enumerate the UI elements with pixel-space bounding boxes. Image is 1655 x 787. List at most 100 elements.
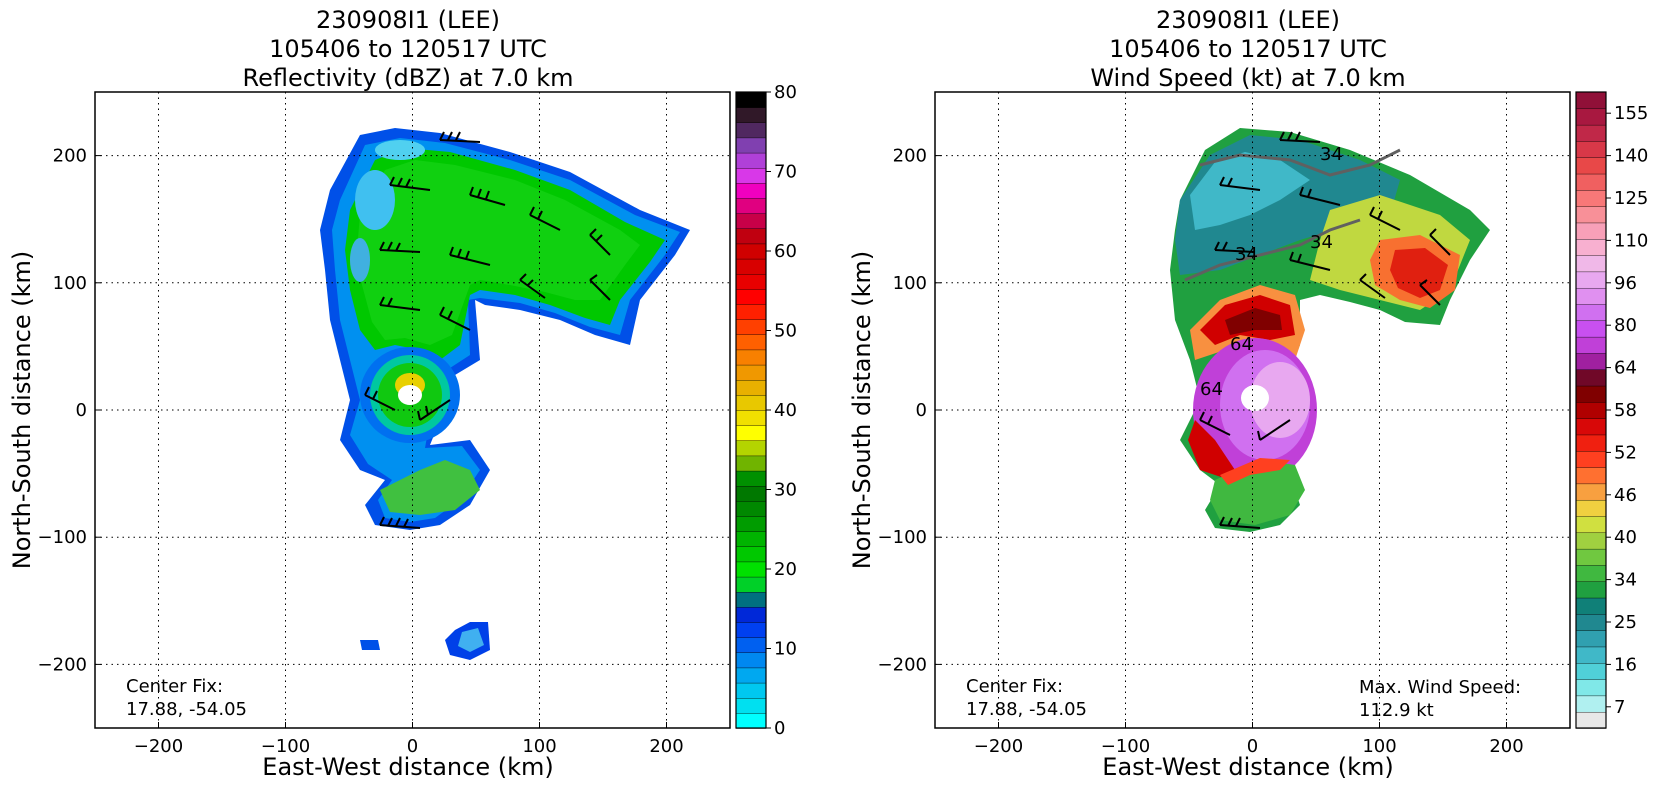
- colorbar-swatch: [735, 712, 767, 729]
- colorbar-tick-label: 0: [774, 718, 785, 739]
- colorbar-swatch: [1575, 287, 1607, 305]
- colorbar-swatch: [735, 364, 767, 381]
- x-tick-label: 0: [407, 736, 418, 757]
- max-wind-speed-value: 112.9 kt: [1359, 700, 1434, 721]
- x-tick-label: 0: [1247, 736, 1258, 757]
- left-reflectivity-field: [320, 128, 690, 660]
- right-wind-speed-field: [1170, 128, 1490, 532]
- y-tick-label: 100: [53, 273, 87, 294]
- y-tick-label: 200: [53, 146, 87, 167]
- colorbar-swatch: [735, 212, 767, 229]
- x-tick-label: −200: [134, 736, 183, 757]
- colorbar-tick-label: 70: [774, 162, 797, 183]
- right-center-fix-value: 17.88, -54.05: [966, 699, 1087, 720]
- colorbar-swatch: [735, 394, 767, 411]
- colorbar-swatch: [735, 409, 767, 426]
- contour-label: 34: [1320, 144, 1343, 165]
- colorbar-swatch: [735, 530, 767, 547]
- colorbar-swatch: [1575, 597, 1607, 615]
- colorbar-swatch: [1575, 320, 1607, 338]
- colorbar-tick-label: 110: [1614, 230, 1648, 251]
- left-grid: [95, 92, 730, 728]
- colorbar-swatch: [1575, 695, 1607, 713]
- y-tick-label: 0: [916, 400, 927, 421]
- colorbar-swatch: [735, 455, 767, 472]
- right-grid: [935, 92, 1570, 728]
- colorbar-tick-label: 30: [774, 480, 797, 501]
- colorbar-swatch: [735, 137, 767, 154]
- colorbar-swatch: [1575, 646, 1607, 664]
- colorbar-swatch: [1575, 157, 1607, 175]
- colorbar-swatch: [1575, 629, 1607, 648]
- colorbar-swatch: [735, 636, 767, 653]
- colorbar-swatch: [1575, 369, 1607, 387]
- colorbar-swatch: [735, 167, 767, 184]
- y-tick-label: −100: [878, 527, 927, 548]
- left-y-axis-label: North-South distance (km): [8, 251, 36, 570]
- colorbar-tick-label: 125: [1614, 188, 1648, 209]
- contour-label: 34: [1235, 244, 1258, 265]
- contour-label: 34: [1310, 232, 1333, 253]
- right-center-fix-label: Center Fix:: [966, 676, 1063, 697]
- y-tick-label: −200: [878, 654, 927, 675]
- colorbar-swatch: [1575, 205, 1607, 224]
- right-title-line-2: 105406 to 120517 UTC: [1109, 35, 1387, 63]
- colorbar-tick-label: 80: [774, 82, 797, 103]
- left-ticks: −200 −100 0 100 200 −200 −100 0 100 200: [38, 146, 684, 757]
- colorbar-swatch: [735, 515, 767, 532]
- colorbar-swatch: [1575, 515, 1607, 534]
- x-tick-label: 200: [649, 736, 683, 757]
- colorbar-swatch: [735, 546, 767, 563]
- contour-label: 64: [1200, 379, 1223, 400]
- colorbar-swatch: [735, 106, 767, 123]
- colorbar-swatch: [1575, 417, 1607, 436]
- y-tick-label: 200: [893, 146, 927, 167]
- colorbar-swatch: [735, 379, 767, 396]
- colorbar-swatch: [735, 591, 767, 608]
- colorbar-tick-label: 155: [1614, 103, 1648, 124]
- colorbar-swatch: [1575, 385, 1607, 403]
- colorbar-tick-label: 34: [1614, 570, 1637, 591]
- colorbar-swatch: [1575, 678, 1607, 697]
- colorbar-swatch: [1575, 173, 1607, 191]
- colorbar-tick-label: 140: [1614, 146, 1648, 167]
- colorbar-tick-label: 50: [774, 321, 797, 342]
- colorbar-tick-label: 20: [774, 559, 797, 580]
- right-y-axis-label: North-South distance (km): [848, 251, 876, 570]
- colorbar-swatch: [735, 500, 767, 517]
- colorbar-swatch: [735, 424, 767, 441]
- colorbar-tick-label: 80: [1614, 315, 1637, 336]
- colorbar-swatch: [1575, 108, 1607, 126]
- right-title-line-3: Wind Speed (kt) at 7.0 km: [1090, 64, 1405, 92]
- colorbar-tick-label: 60: [774, 241, 797, 262]
- colorbar-swatch: [735, 349, 767, 366]
- colorbar-swatch: [735, 697, 767, 714]
- x-tick-label: 200: [1489, 736, 1523, 757]
- colorbar-swatch: [1575, 124, 1607, 142]
- colorbar-swatch: [735, 606, 767, 623]
- colorbar-swatch: [1575, 613, 1607, 631]
- left-wind-barbs: [364, 131, 611, 529]
- colorbar-swatch: [735, 621, 767, 638]
- colorbar-swatch: [1575, 711, 1607, 729]
- colorbar-tick-label: 58: [1614, 400, 1637, 421]
- colorbar-swatch: [735, 152, 767, 169]
- colorbar-swatch: [1575, 271, 1607, 289]
- x-tick-label: −200: [974, 736, 1023, 757]
- colorbar-tick-label: 10: [774, 639, 797, 660]
- colorbar-swatch: [1575, 483, 1607, 501]
- colorbar-swatch: [735, 197, 767, 214]
- x-tick-label: 100: [1362, 736, 1396, 757]
- colorbar-tick-label: 7: [1614, 697, 1625, 718]
- left-colorbar: 0 10 20 30 40 50 60 70 80: [735, 82, 797, 739]
- colorbar-swatch: [735, 485, 767, 502]
- right-x-axis-label: East-West distance (km): [1102, 753, 1393, 781]
- y-tick-label: 100: [893, 273, 927, 294]
- colorbar-swatch: [1575, 254, 1607, 273]
- colorbar-swatch: [1575, 303, 1607, 322]
- colorbar-swatch: [735, 258, 767, 275]
- colorbar-swatch: [1575, 352, 1607, 370]
- colorbar-swatch: [735, 182, 767, 199]
- x-tick-label: 100: [522, 736, 556, 757]
- left-x-axis-label: East-West distance (km): [262, 753, 553, 781]
